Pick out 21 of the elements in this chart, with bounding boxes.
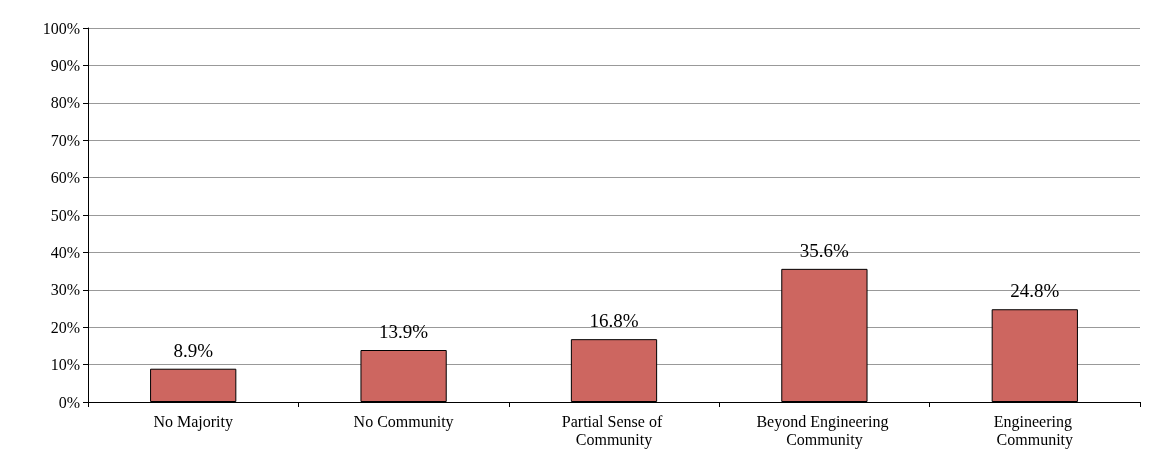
y-tick-label: 50% [50, 206, 80, 224]
x-tick-label: No Majority [153, 412, 233, 431]
data-label: 35.6% [799, 239, 850, 261]
y-tick-label: 60% [50, 169, 80, 187]
data-label: 24.8% [1010, 280, 1060, 302]
y-tick-label: 70% [50, 131, 80, 149]
data-label: 8.9% [173, 339, 214, 361]
y-tick-label: 0% [58, 393, 80, 411]
y-tick-label: 90% [50, 56, 80, 74]
x-tick-label: No Community [353, 412, 454, 431]
x-tick-label: Engineering Community [993, 412, 1076, 449]
y-tick-label: 100% [42, 19, 80, 37]
x-tick-label: Beyond Engineering Community [756, 412, 893, 449]
y-tick-label: 10% [50, 356, 80, 374]
x-tick-label: Partial Sense of Community [561, 412, 667, 449]
data-label: 16.8% [589, 310, 639, 332]
y-tick-label: 40% [50, 243, 80, 261]
y-tick-label: 30% [50, 281, 80, 299]
data-label: 13.9% [379, 321, 429, 343]
y-tick-label: 20% [50, 318, 80, 336]
y-tick-label: 80% [50, 94, 80, 112]
